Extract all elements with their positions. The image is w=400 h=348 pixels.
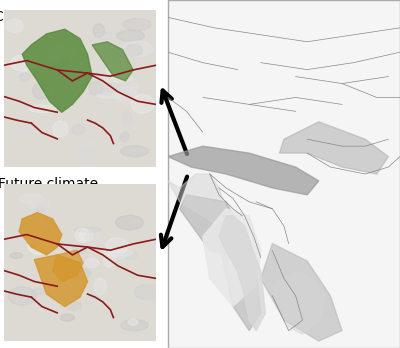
Ellipse shape (79, 229, 94, 241)
Ellipse shape (97, 83, 118, 95)
Polygon shape (272, 271, 326, 334)
Ellipse shape (36, 208, 45, 213)
Polygon shape (19, 213, 62, 255)
Polygon shape (4, 10, 156, 167)
Ellipse shape (123, 252, 137, 259)
Ellipse shape (113, 250, 127, 259)
Polygon shape (180, 195, 249, 258)
Ellipse shape (106, 64, 128, 79)
FancyBboxPatch shape (168, 0, 400, 348)
Ellipse shape (104, 252, 115, 267)
Ellipse shape (31, 198, 50, 213)
Ellipse shape (72, 245, 86, 254)
Ellipse shape (61, 57, 69, 65)
Ellipse shape (74, 227, 102, 232)
Polygon shape (168, 174, 233, 226)
Ellipse shape (83, 142, 94, 147)
Polygon shape (219, 216, 261, 331)
Ellipse shape (130, 83, 138, 93)
Polygon shape (168, 146, 319, 195)
Ellipse shape (10, 253, 22, 259)
Ellipse shape (53, 121, 68, 137)
Ellipse shape (120, 146, 148, 157)
Ellipse shape (128, 319, 138, 325)
Polygon shape (203, 209, 261, 306)
Ellipse shape (18, 225, 39, 236)
Polygon shape (219, 216, 266, 331)
Ellipse shape (20, 220, 41, 236)
Ellipse shape (66, 301, 82, 310)
Ellipse shape (5, 19, 23, 33)
Ellipse shape (60, 314, 74, 321)
Ellipse shape (28, 237, 50, 254)
Polygon shape (279, 122, 388, 174)
Ellipse shape (29, 105, 56, 112)
Ellipse shape (86, 258, 99, 268)
Ellipse shape (94, 278, 106, 295)
Polygon shape (92, 42, 133, 81)
Ellipse shape (104, 250, 133, 256)
Ellipse shape (120, 132, 129, 142)
Ellipse shape (89, 81, 103, 95)
Ellipse shape (104, 76, 133, 82)
Ellipse shape (122, 111, 132, 127)
Ellipse shape (131, 95, 154, 113)
Ellipse shape (86, 231, 100, 246)
Polygon shape (34, 255, 88, 307)
Ellipse shape (93, 24, 105, 37)
Ellipse shape (32, 82, 50, 99)
Ellipse shape (54, 272, 73, 277)
Ellipse shape (96, 33, 118, 39)
Ellipse shape (106, 238, 128, 253)
Polygon shape (4, 184, 156, 341)
Ellipse shape (123, 41, 152, 56)
Text: Future climate: Future climate (0, 177, 98, 191)
Ellipse shape (96, 93, 122, 98)
Ellipse shape (134, 284, 162, 300)
Ellipse shape (115, 87, 137, 104)
Ellipse shape (66, 268, 90, 279)
Ellipse shape (125, 45, 142, 56)
Ellipse shape (8, 287, 37, 305)
Ellipse shape (20, 73, 30, 81)
Ellipse shape (16, 126, 33, 135)
Ellipse shape (32, 288, 46, 295)
Ellipse shape (72, 125, 85, 135)
Text: Current climate: Current climate (0, 10, 102, 24)
Ellipse shape (20, 194, 44, 204)
Ellipse shape (76, 146, 88, 161)
Ellipse shape (116, 215, 143, 230)
Ellipse shape (124, 18, 151, 31)
Ellipse shape (56, 76, 77, 87)
Ellipse shape (120, 320, 148, 331)
Ellipse shape (48, 46, 76, 61)
Polygon shape (261, 244, 342, 341)
Polygon shape (53, 250, 83, 282)
Ellipse shape (75, 228, 89, 243)
Ellipse shape (44, 211, 60, 227)
Ellipse shape (10, 55, 36, 71)
Polygon shape (22, 29, 92, 112)
Ellipse shape (117, 30, 144, 41)
